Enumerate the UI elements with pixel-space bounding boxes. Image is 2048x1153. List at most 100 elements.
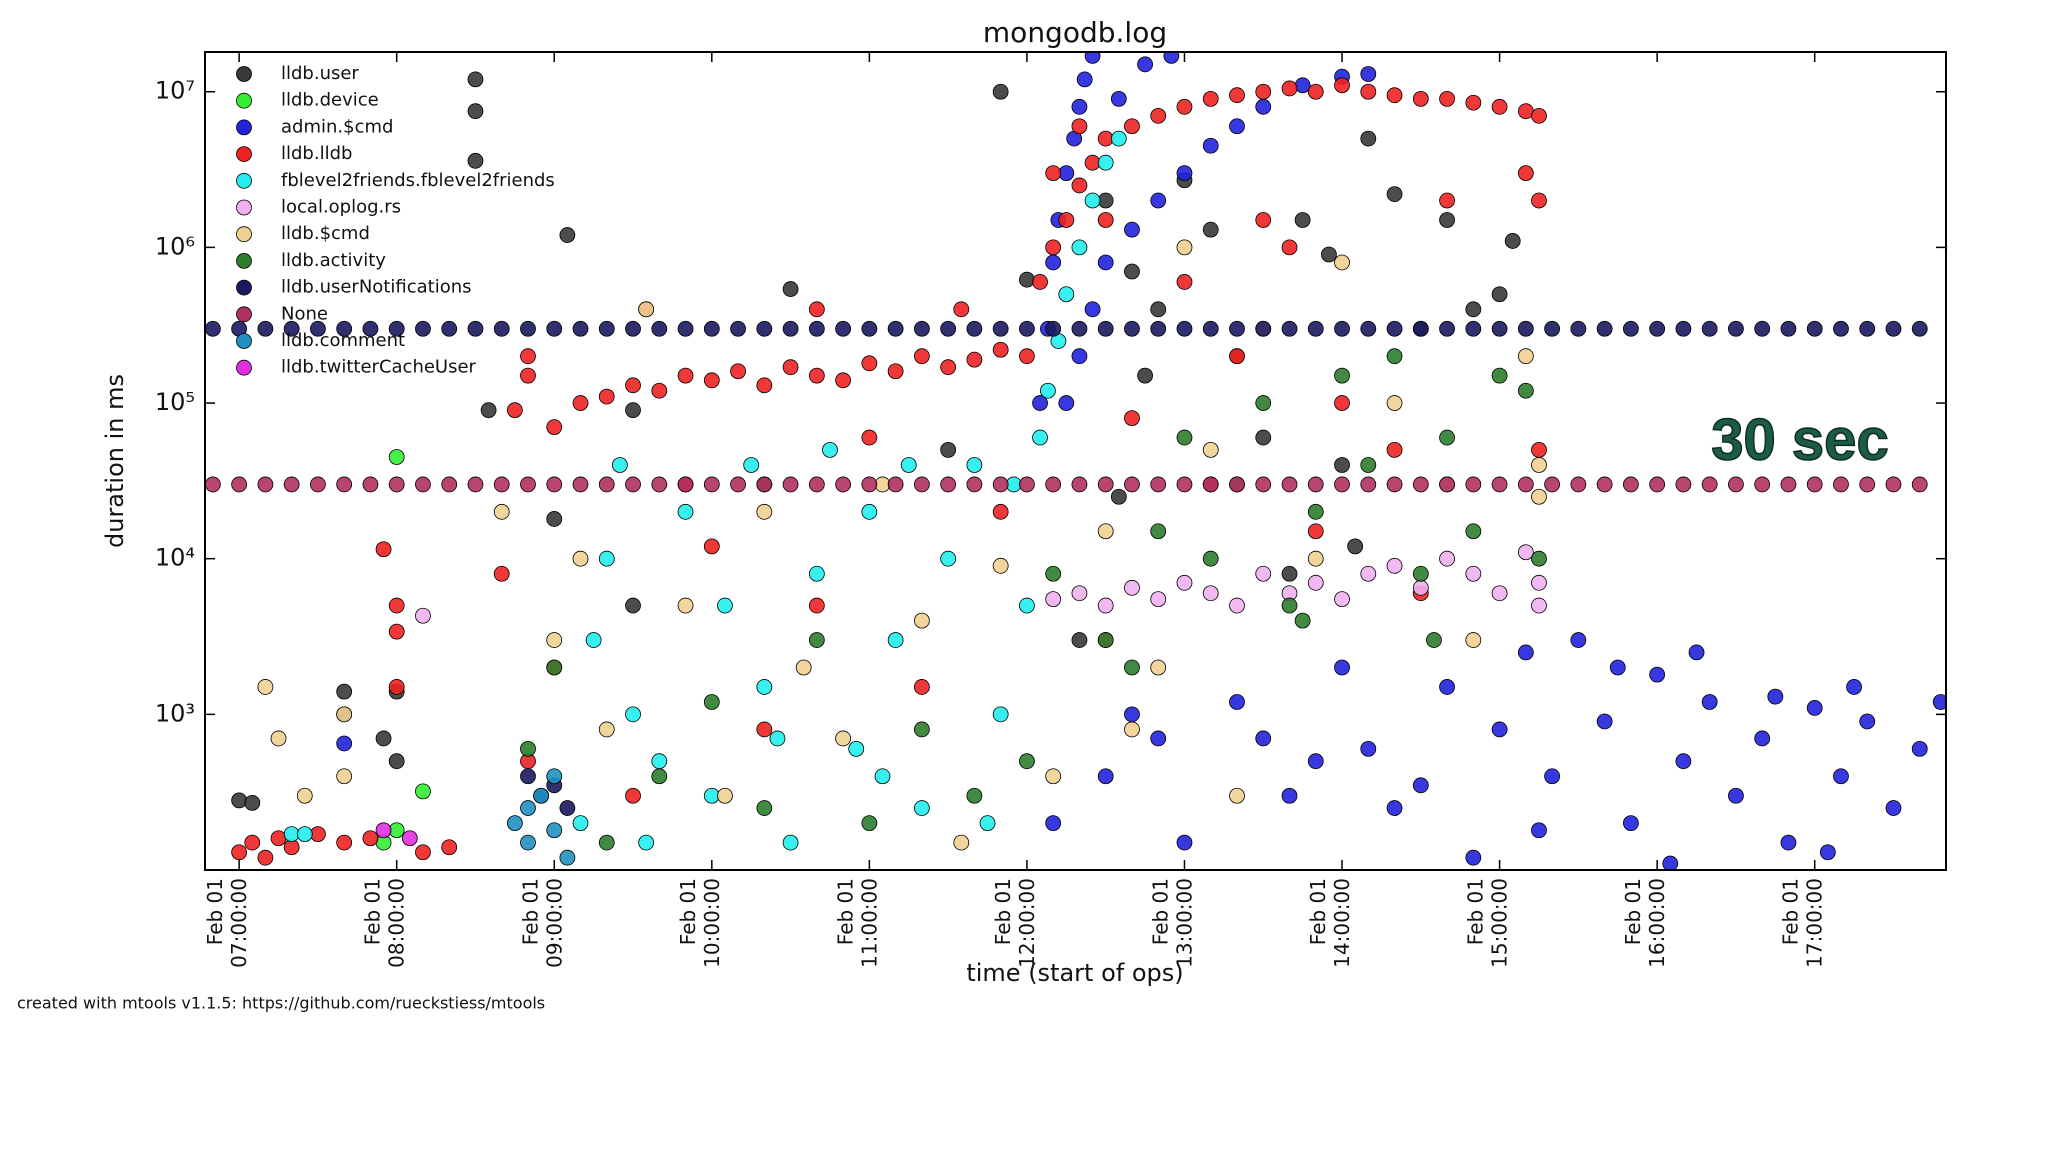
data-point bbox=[336, 706, 353, 723]
data-point bbox=[1124, 476, 1140, 493]
data-point bbox=[1806, 700, 1823, 716]
data-point bbox=[336, 768, 353, 785]
data-point bbox=[1767, 688, 1784, 705]
footer: created with mtools v1.1.5: https://gith… bbox=[17, 994, 545, 1013]
legend-label: lldb.device bbox=[281, 90, 379, 111]
data-point bbox=[388, 623, 405, 640]
data-point bbox=[1544, 320, 1561, 337]
data-point bbox=[546, 419, 563, 436]
data-point bbox=[1110, 90, 1127, 107]
data-point bbox=[625, 706, 641, 723]
data-point bbox=[1097, 212, 1114, 228]
data-point bbox=[625, 377, 641, 394]
data-point bbox=[1780, 834, 1797, 851]
data-point bbox=[1412, 320, 1429, 337]
data-point bbox=[1294, 212, 1311, 228]
data-point bbox=[900, 457, 917, 473]
data-point bbox=[1360, 320, 1377, 337]
data-point bbox=[1019, 476, 1035, 493]
data-point bbox=[992, 341, 1009, 358]
data-point bbox=[1071, 348, 1088, 365]
data-point bbox=[1517, 382, 1534, 399]
data-point bbox=[244, 794, 261, 811]
data-point bbox=[1780, 476, 1797, 493]
legend-marker bbox=[236, 359, 252, 376]
y-tick-label: 10⁶ bbox=[155, 232, 195, 260]
data-point bbox=[441, 320, 458, 337]
data-point bbox=[1019, 271, 1035, 288]
data-point bbox=[1609, 659, 1626, 676]
data-point bbox=[1019, 348, 1035, 365]
chart-title: mongodb.log bbox=[983, 16, 1167, 49]
y-tick-label: 10⁷ bbox=[155, 77, 195, 105]
data-point bbox=[1688, 644, 1705, 661]
data-point bbox=[1465, 320, 1482, 337]
data-point bbox=[1019, 597, 1035, 614]
data-point bbox=[205, 476, 221, 493]
data-point bbox=[822, 441, 838, 458]
data-point bbox=[1517, 165, 1534, 182]
data-point bbox=[625, 787, 641, 804]
legend-label: lldb.activity bbox=[281, 250, 386, 271]
data-point bbox=[1229, 694, 1245, 710]
legend-label: local.oplog.rs bbox=[281, 197, 401, 218]
data-point bbox=[388, 320, 405, 337]
data-point bbox=[992, 320, 1009, 337]
data-point bbox=[1097, 254, 1114, 271]
data-point bbox=[1885, 320, 1902, 337]
data-point bbox=[966, 476, 983, 493]
legend-marker bbox=[236, 199, 252, 216]
data-point bbox=[520, 834, 536, 851]
data-point bbox=[1150, 523, 1167, 540]
legend-label: None bbox=[281, 303, 328, 324]
data-point bbox=[1255, 395, 1272, 411]
data-point bbox=[1932, 694, 1946, 710]
legend-marker bbox=[236, 252, 252, 269]
data-point bbox=[1202, 221, 1219, 238]
data-point bbox=[1307, 83, 1324, 100]
data-point bbox=[467, 103, 484, 120]
data-point bbox=[1045, 815, 1062, 832]
data-point bbox=[362, 320, 379, 337]
data-point bbox=[1360, 83, 1377, 100]
data-point bbox=[598, 721, 615, 738]
data-point bbox=[1662, 855, 1679, 870]
data-point bbox=[1491, 476, 1508, 493]
data-point bbox=[1780, 320, 1797, 337]
data-point bbox=[1229, 118, 1245, 135]
data-point bbox=[1058, 212, 1075, 228]
data-point bbox=[1491, 98, 1508, 115]
data-point bbox=[533, 787, 550, 804]
data-point bbox=[1859, 713, 1876, 730]
data-point bbox=[1846, 679, 1862, 695]
data-point bbox=[913, 320, 930, 337]
data-point bbox=[205, 320, 221, 337]
data-point bbox=[1307, 753, 1324, 770]
data-point bbox=[1045, 165, 1062, 182]
data-point bbox=[1491, 320, 1508, 337]
data-point bbox=[415, 607, 431, 624]
data-point bbox=[1360, 66, 1377, 82]
data-point bbox=[730, 476, 746, 493]
data-point bbox=[546, 659, 563, 676]
data-point bbox=[1728, 476, 1744, 493]
data-point bbox=[1754, 730, 1771, 747]
data-point bbox=[1124, 118, 1140, 135]
data-point bbox=[703, 372, 720, 389]
data-point bbox=[1911, 320, 1928, 337]
data-point bbox=[703, 320, 720, 337]
data-point bbox=[861, 355, 878, 372]
data-point bbox=[1150, 107, 1167, 124]
data-point bbox=[1124, 410, 1140, 427]
data-point bbox=[1701, 694, 1718, 710]
data-point bbox=[1465, 301, 1482, 318]
data-point bbox=[375, 730, 392, 747]
data-point bbox=[756, 320, 773, 337]
data-point bbox=[1439, 550, 1455, 567]
data-point bbox=[441, 839, 458, 856]
data-point bbox=[1084, 301, 1101, 318]
data-point bbox=[1150, 192, 1167, 209]
data-point bbox=[953, 834, 970, 851]
legend-marker bbox=[236, 279, 252, 296]
data-point bbox=[546, 632, 563, 648]
